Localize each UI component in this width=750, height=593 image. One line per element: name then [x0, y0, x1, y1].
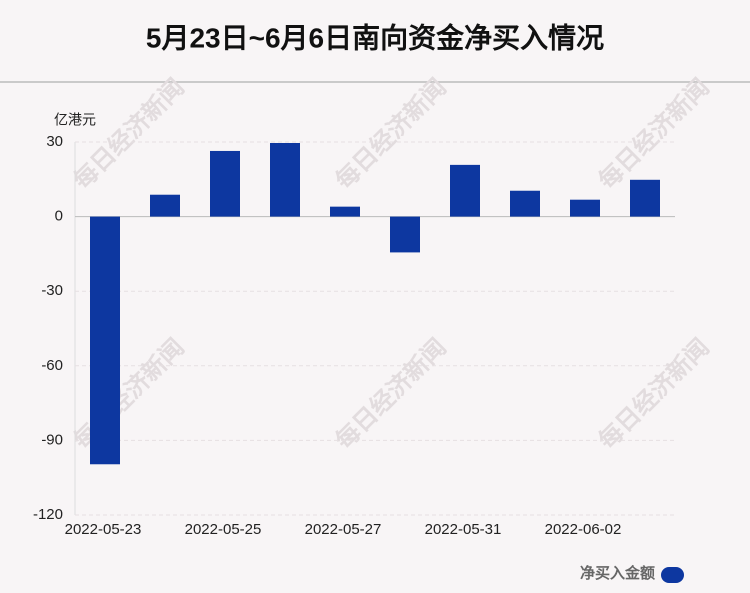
- x-tick-label: 2022-05-27: [305, 521, 382, 538]
- legend-swatch: [661, 567, 684, 583]
- y-axis-unit: 亿港元: [54, 112, 96, 128]
- y-tick-label: -30: [41, 282, 63, 299]
- bar: [270, 142, 300, 217]
- x-tick-label: 2022-05-31: [425, 521, 502, 538]
- bar: [630, 179, 660, 217]
- y-tick-label: 0: [55, 208, 63, 225]
- bar: [450, 164, 480, 217]
- y-tick-label: 30: [46, 133, 63, 150]
- x-tick-label: 2022-05-23: [65, 521, 142, 538]
- bar: [210, 150, 240, 217]
- bar: [390, 216, 420, 253]
- bar: [510, 190, 540, 217]
- bar: [90, 216, 120, 465]
- legend-label: 净买入金额: [580, 564, 655, 582]
- bar: [330, 206, 360, 217]
- y-tick-label: -120: [33, 506, 63, 523]
- bar: [570, 199, 600, 217]
- y-tick-label: -60: [41, 357, 63, 374]
- x-tick-label: 2022-06-02: [545, 521, 622, 538]
- chart-title: 5月23日~6月6日南向资金净买入情况: [146, 21, 604, 53]
- y-tick-label: -90: [41, 431, 63, 448]
- x-tick-label: 2022-05-25: [185, 521, 262, 538]
- bar: [150, 194, 180, 217]
